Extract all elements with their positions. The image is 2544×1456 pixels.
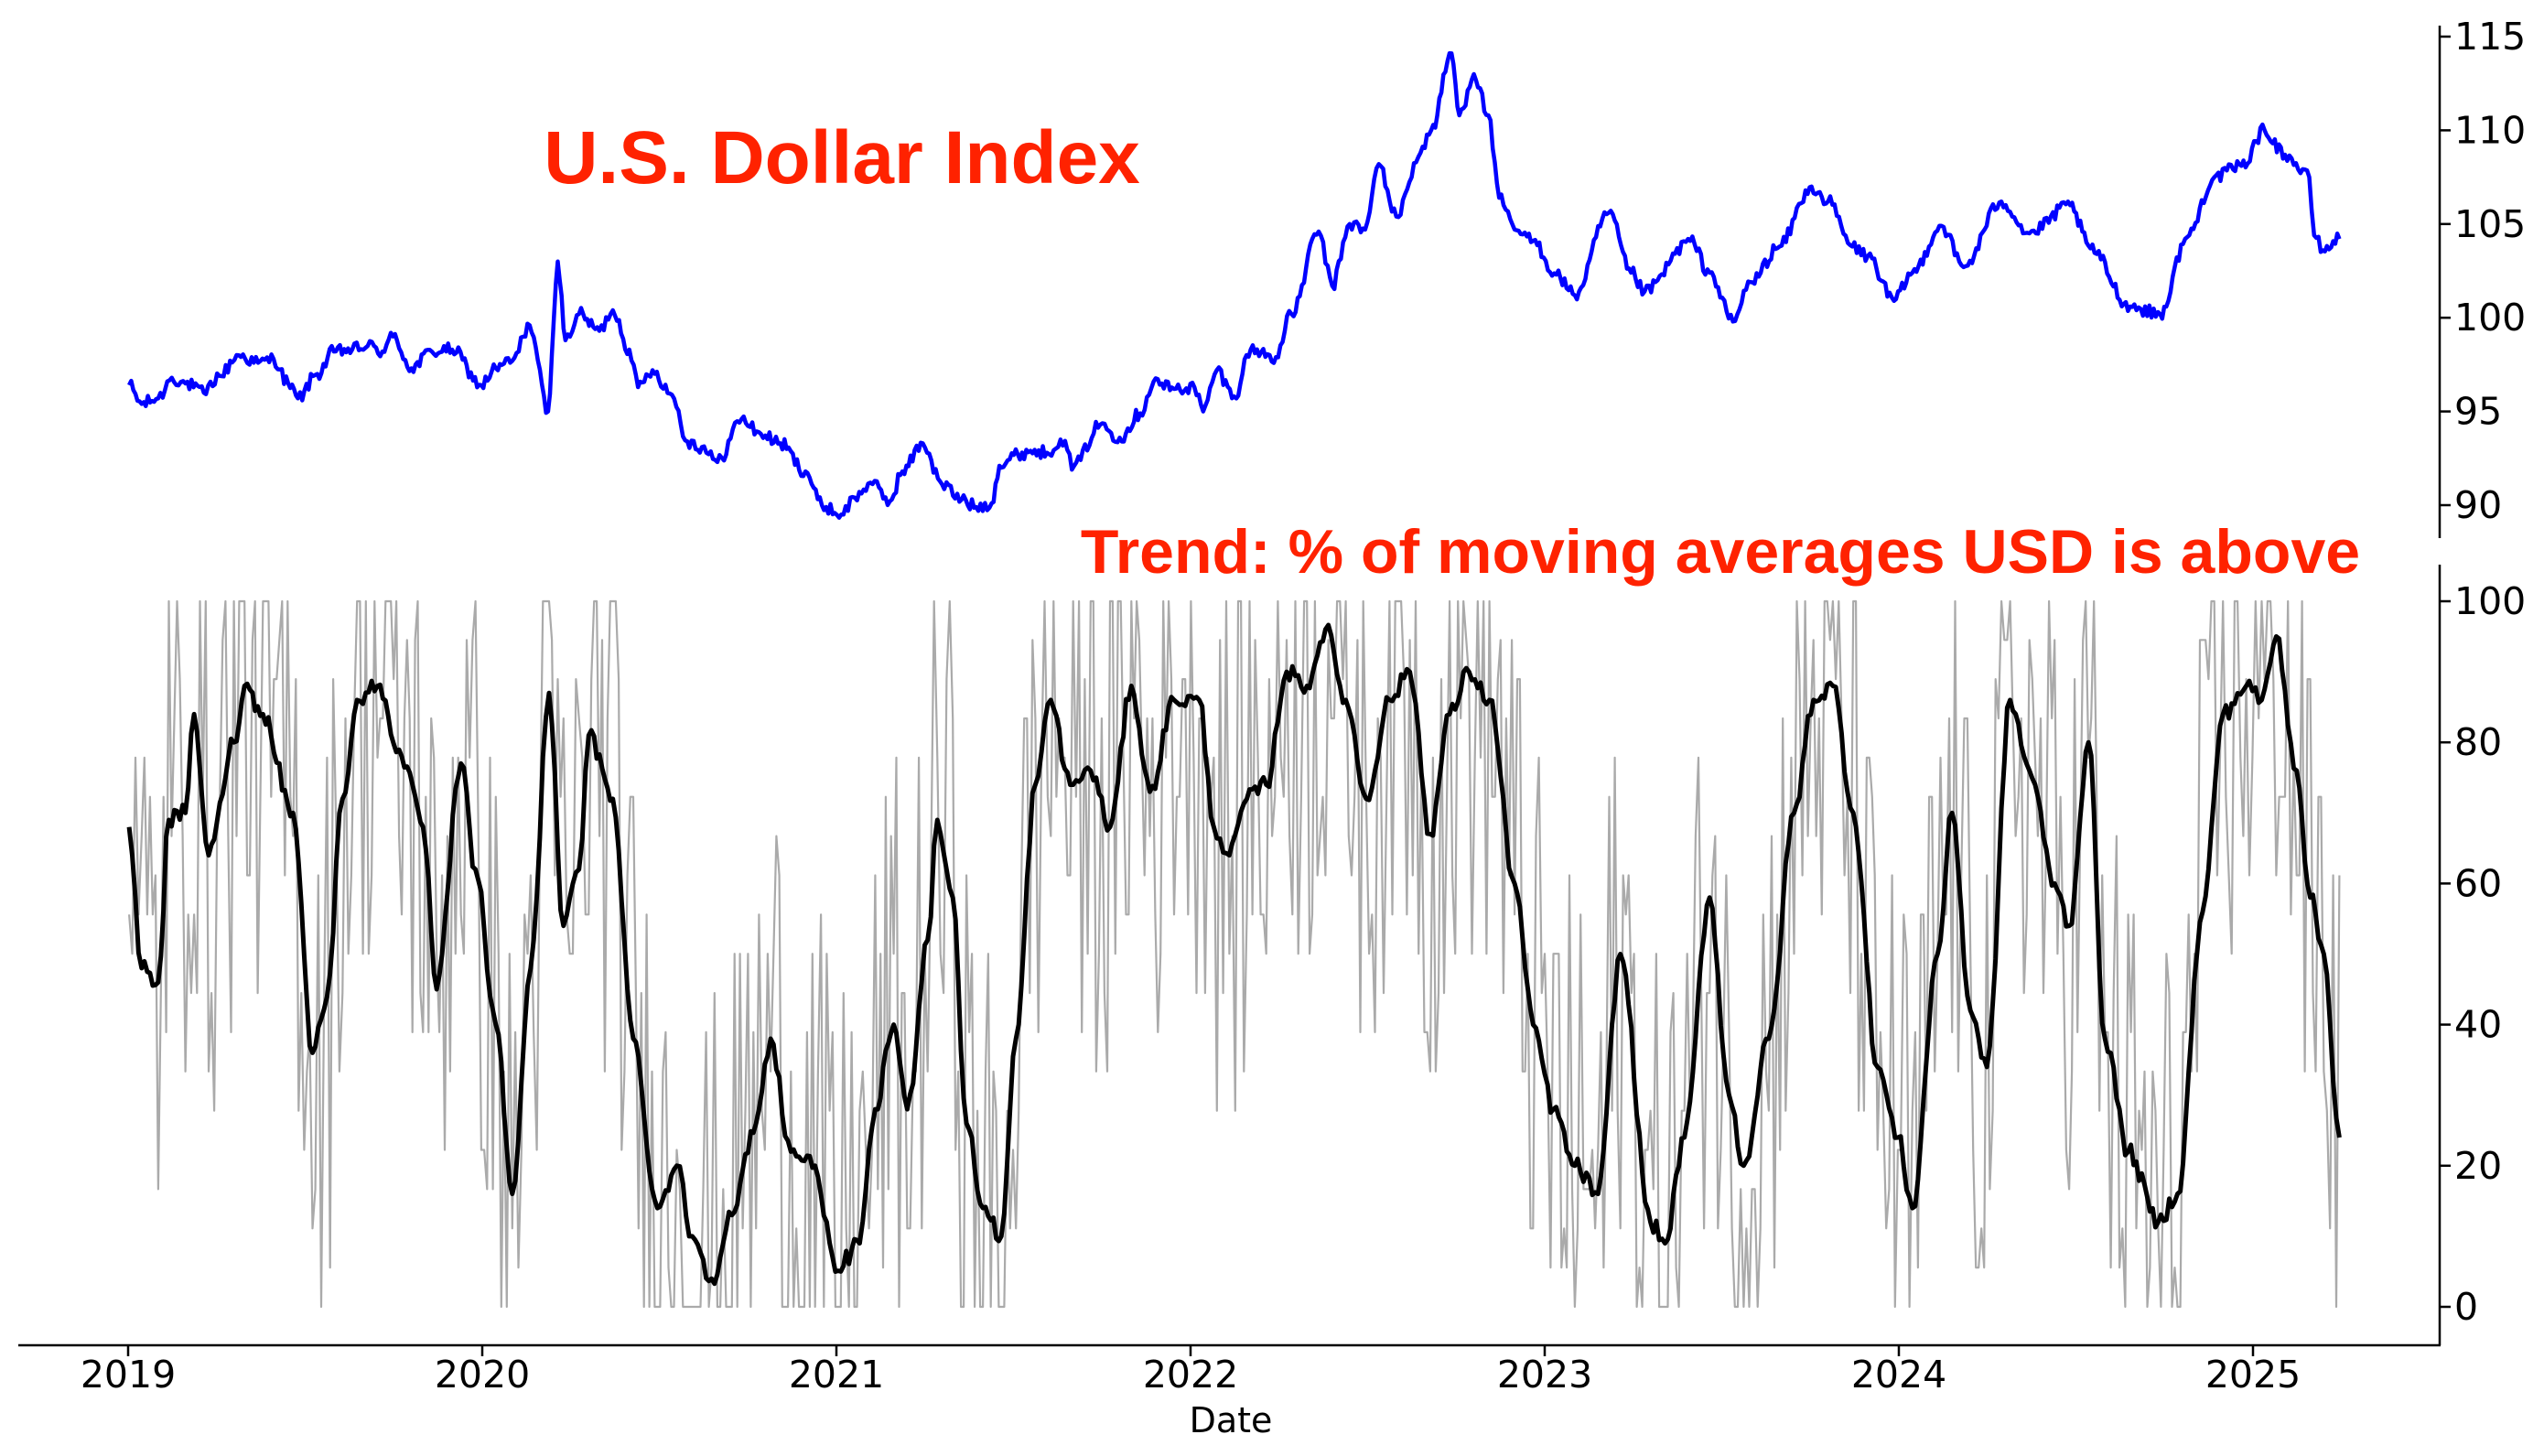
- trend-y-ticks: 0 20 40 60 80 100: [2440, 579, 2526, 1329]
- trend-y-tick-label: 20: [2454, 1144, 2502, 1188]
- trend-y-tick-label: 60: [2454, 861, 2502, 905]
- trend-y-tick-label: 40: [2454, 1003, 2502, 1047]
- x-ticks: 2019 2020 2021 2022 2023 2024 2025: [81, 1345, 2301, 1397]
- usd-index-panel: U.S. Dollar Index 90 95 100 105 110 115: [127, 15, 2526, 538]
- usd-index-y-tick-label: 105: [2454, 202, 2526, 246]
- trend-y-tick-label: 80: [2454, 720, 2502, 764]
- trend-raw-series-line: [128, 599, 2341, 1309]
- x-tick-label: 2023: [1497, 1353, 1592, 1397]
- usd-index-y-tick-label: 100: [2454, 296, 2526, 340]
- usd-index-title: U.S. Dollar Index: [544, 116, 1140, 200]
- usd-index-y-tick-label: 90: [2454, 483, 2502, 527]
- usd-index-series-line: [127, 50, 2342, 520]
- usd-index-y-ticks: 90 95 100 105 110 115: [2440, 15, 2526, 527]
- x-tick-label: 2025: [2205, 1353, 2301, 1397]
- trend-y-tick-label: 0: [2454, 1285, 2478, 1329]
- trend-y-tick-label: 100: [2454, 579, 2526, 623]
- usd-index-y-tick-label: 110: [2454, 108, 2526, 152]
- trend-title: Trend: % of moving averages USD is above: [1081, 517, 2360, 587]
- x-tick-label: 2020: [435, 1353, 530, 1397]
- x-axis-title: Date: [1190, 1400, 1273, 1440]
- trend-panel: Trend: % of moving averages USD is above…: [18, 517, 2526, 1440]
- x-tick-label: 2024: [1851, 1353, 1946, 1397]
- x-tick-label: 2022: [1143, 1353, 1238, 1397]
- x-tick-label: 2021: [789, 1353, 884, 1397]
- usd-index-y-tick-label: 115: [2454, 15, 2526, 59]
- usd-index-y-tick-label: 95: [2454, 390, 2502, 434]
- x-tick-label: 2019: [81, 1353, 176, 1397]
- trend-smoothed-series-line: [126, 622, 2342, 1287]
